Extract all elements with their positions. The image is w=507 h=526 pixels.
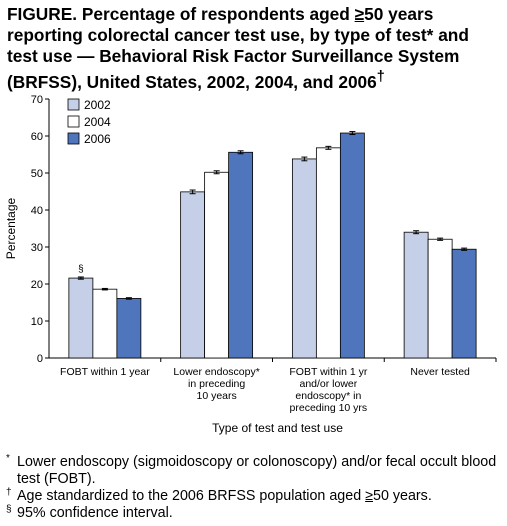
bar-2002 xyxy=(291,158,317,359)
x-category-label: 10 years xyxy=(196,390,236,402)
title-text-post: 50 years reporting colorectal cancer tes… xyxy=(7,4,469,92)
title-dagger: † xyxy=(376,69,385,85)
footnote-dagger-mark: † xyxy=(6,487,12,498)
footnote-section: § 95% confidence interval. xyxy=(6,504,502,522)
bar-2004 xyxy=(427,238,453,359)
y-tick-label: 20 xyxy=(31,279,43,291)
bar-2002 xyxy=(403,231,429,359)
x-category-label: Never tested xyxy=(410,366,470,378)
bar-2006 xyxy=(116,298,142,359)
bar-2006 xyxy=(228,151,254,359)
footnote-star: * Lower endoscopy (sigmoidoscopy or colon… xyxy=(6,453,502,488)
y-tick-label: 50 xyxy=(31,168,43,180)
x-axis-title: Type of test and test use xyxy=(212,421,343,435)
bar-2004 xyxy=(315,147,341,359)
ci-annotation: § xyxy=(78,264,84,275)
bar-2006 xyxy=(339,132,365,359)
bar-2002 xyxy=(68,277,94,359)
y-tick-label: 10 xyxy=(31,316,43,328)
figure-title: FIGURE. Percentage of respondents aged ≥… xyxy=(7,4,503,93)
x-category-label: FOBT within 1 year xyxy=(60,366,150,378)
x-category-label: preceding 10 yrs xyxy=(290,402,368,414)
legend-label-2006: 2006 xyxy=(84,132,111,146)
title-text-pre: FIGURE. Percentage of respondents aged xyxy=(7,4,355,24)
bar-2004 xyxy=(92,288,118,359)
footnote-dagger: † Age standardized to the 2006 BRFSS popu… xyxy=(6,487,502,505)
title-ge-symbol: ≥ xyxy=(354,4,365,24)
footnote-star-text: Lower endoscopy (sigmoidoscopy or colono… xyxy=(17,454,497,487)
footnote-section-text: 95% confidence interval. xyxy=(17,505,173,521)
y-tick-label: 40 xyxy=(31,205,43,217)
footnote-star-mark: * xyxy=(6,453,10,464)
y-tick-label: 30 xyxy=(31,242,43,254)
bar-chart: 0 10 20 30 40 50 60 70 Percentage FOBT within 1 y… xyxy=(4,94,497,435)
legend-swatch-2004 xyxy=(67,115,80,128)
legend-label-2004: 2004 xyxy=(84,115,111,129)
footnotes: * Lower endoscopy (sigmoidoscopy or colon… xyxy=(6,453,502,522)
bar-2002 xyxy=(180,191,206,359)
bar-2006 xyxy=(451,248,477,359)
legend-label-2002: 2002 xyxy=(84,98,111,112)
bar-2004 xyxy=(204,171,230,359)
x-category-label: in preceding xyxy=(188,378,245,390)
x-category-label: Lower endoscopy* xyxy=(173,366,259,378)
x-category-label: FOBT within 1 yr xyxy=(289,366,367,378)
legend-swatch-2006 xyxy=(67,132,80,145)
footnote-dagger-post: 50 years. xyxy=(373,488,432,504)
y-tick-label: 60 xyxy=(31,131,43,143)
y-tick-label: 0 xyxy=(37,353,43,365)
y-tick-label: 70 xyxy=(31,94,43,106)
footnote-dagger-ge: ≥ xyxy=(365,488,373,504)
legend-swatch-2002 xyxy=(67,98,80,111)
x-category-label: endoscopy* in xyxy=(295,390,361,402)
footnote-dagger-pre: Age standardized to the 2006 BRFSS popul… xyxy=(17,488,366,504)
footnote-section-mark: § xyxy=(6,504,12,515)
x-category-label: and/or lower xyxy=(299,378,357,390)
y-axis-title: Percentage xyxy=(4,197,18,259)
